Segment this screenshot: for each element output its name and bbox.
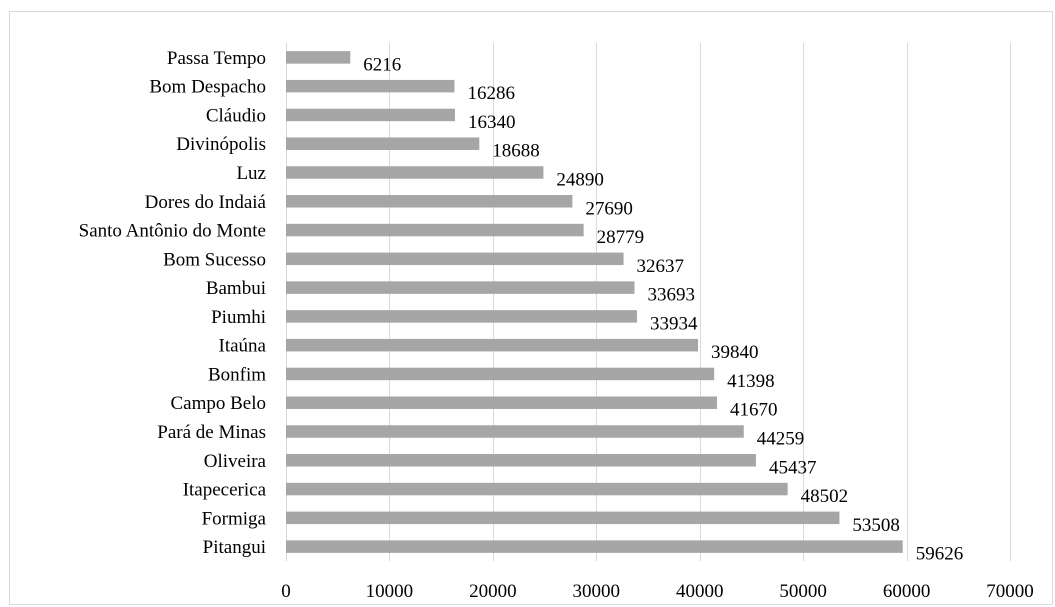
data-label: 44259 [757,429,805,450]
bar [286,454,756,467]
data-label: 32637 [637,256,685,277]
category-label: Campo Belo [170,393,266,414]
data-label: 33934 [650,313,698,334]
gridlines [286,43,1011,561]
category-label: Formiga [202,508,267,529]
data-label: 6216 [363,54,401,75]
bar [286,425,744,438]
category-label: Bom Despacho [149,77,266,98]
x-tick-label: 0 [281,581,291,602]
x-tick-label: 60000 [883,581,931,602]
bar [286,482,788,496]
data-label: 16286 [467,83,515,104]
data-label: 39840 [711,342,759,363]
data-label: 28779 [597,227,645,248]
category-label: Bom Sucesso [163,249,266,270]
category-label: Passa Tempo [167,48,266,69]
data-label: 27690 [585,198,633,219]
x-tick-label: 20000 [469,581,517,602]
category-labels: Passa Tempo Bom Despacho Cláudio Divinópoli… [79,48,267,558]
bar [286,51,351,64]
category-label: Piumhi [211,307,266,328]
bar [286,252,624,266]
category-label: Bonfim [208,364,266,385]
bars [286,51,903,553]
data-label: 33693 [647,285,695,306]
bar [286,223,584,237]
bar [286,338,699,352]
bar [286,310,637,323]
bar [286,281,635,294]
data-label: 41670 [730,400,778,421]
x-tick-label: 50000 [779,581,827,602]
bar [286,511,840,525]
category-label: Pará de Minas [157,422,266,443]
x-tick-label: 40000 [676,581,724,602]
data-label: 59626 [916,544,964,565]
category-label: Oliveira [204,451,267,472]
bar [286,79,455,93]
x-tick-label: 70000 [986,581,1034,602]
x-tick-label: 30000 [573,581,621,602]
bar [286,396,717,409]
bar [286,137,480,150]
bar [286,195,573,208]
data-label: 41398 [727,371,775,392]
category-label: Divinópolis [176,134,266,155]
data-label: 24890 [556,170,604,191]
bar [286,540,903,553]
category-label: Itaúna [219,336,267,357]
data-label: 18688 [492,141,540,162]
category-label: Bambui [206,278,266,299]
data-label: 53508 [852,515,900,536]
category-label: Itapecerica [183,480,267,501]
bar [286,108,456,122]
category-label: Santo Antônio do Monte [79,221,266,242]
category-label: Pitangui [203,537,266,558]
x-tick-labels: 0 10000 20000 30000 40000 50000 60000 70000 [281,581,1034,602]
category-label: Dores do Indaiá [145,192,267,213]
chart-frame [9,11,1053,605]
category-label: Cláudio [206,105,266,126]
category-label: Luz [236,163,266,184]
data-label: 48502 [801,486,849,507]
x-tick-label: 10000 [366,581,414,602]
data-label: 16340 [468,112,516,133]
data-label: 45437 [769,457,817,478]
data-labels: 6216 16286 16340 18688 24890 27690 28779 32637 3… [363,54,963,564]
bar [286,367,715,381]
bar [286,166,544,179]
